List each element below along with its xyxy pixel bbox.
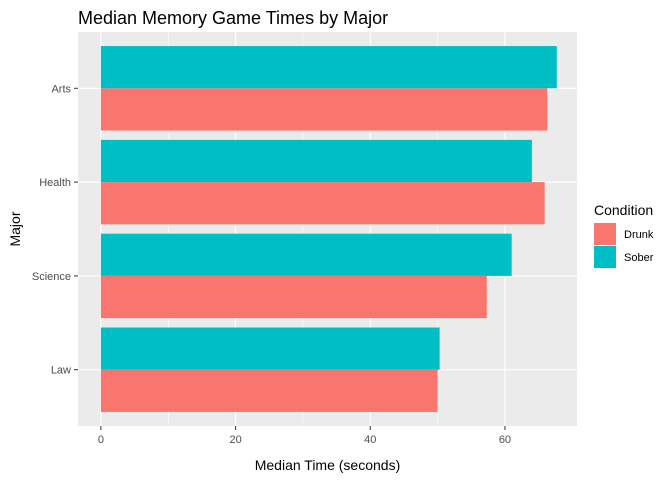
bar-drunk-science — [100, 275, 487, 319]
bar-drunk-arts — [100, 88, 548, 131]
x-tick-label: 40 — [364, 434, 376, 446]
y-tick-label: Health — [39, 177, 71, 189]
bar-drunk-health — [100, 182, 545, 225]
x-axis-title: Median Time (seconds) — [255, 457, 401, 473]
legend: Condition Drunk Sober — [594, 202, 654, 268]
legend-title: Condition — [594, 202, 653, 218]
y-tick-label: Science — [32, 271, 71, 283]
x-tick-label: 60 — [499, 434, 511, 446]
x-tick-label: 20 — [229, 434, 241, 446]
bar-drunk-law — [100, 369, 438, 412]
bar-sober-health — [100, 139, 532, 183]
axis-ticks — [74, 87, 506, 430]
legend-key-sober — [594, 246, 616, 268]
bar-sober-science — [100, 233, 512, 276]
x-tick-label: 0 — [98, 434, 104, 446]
legend-label-sober: Sober — [624, 252, 654, 264]
y-tick-labels: Law Science Health Arts — [32, 83, 72, 376]
bar-sober-arts — [100, 46, 557, 89]
y-tick-label: Arts — [51, 83, 71, 95]
chart-title: Median Memory Game Times by Major — [78, 8, 388, 28]
x-tick-labels: 0 20 40 60 — [98, 434, 511, 446]
legend-key-drunk — [594, 223, 616, 245]
legend-label-drunk: Drunk — [624, 229, 654, 241]
bar-sober-law — [100, 327, 440, 370]
y-axis-title: Major — [7, 211, 23, 246]
y-tick-label: Law — [51, 365, 71, 377]
bars — [100, 46, 557, 412]
